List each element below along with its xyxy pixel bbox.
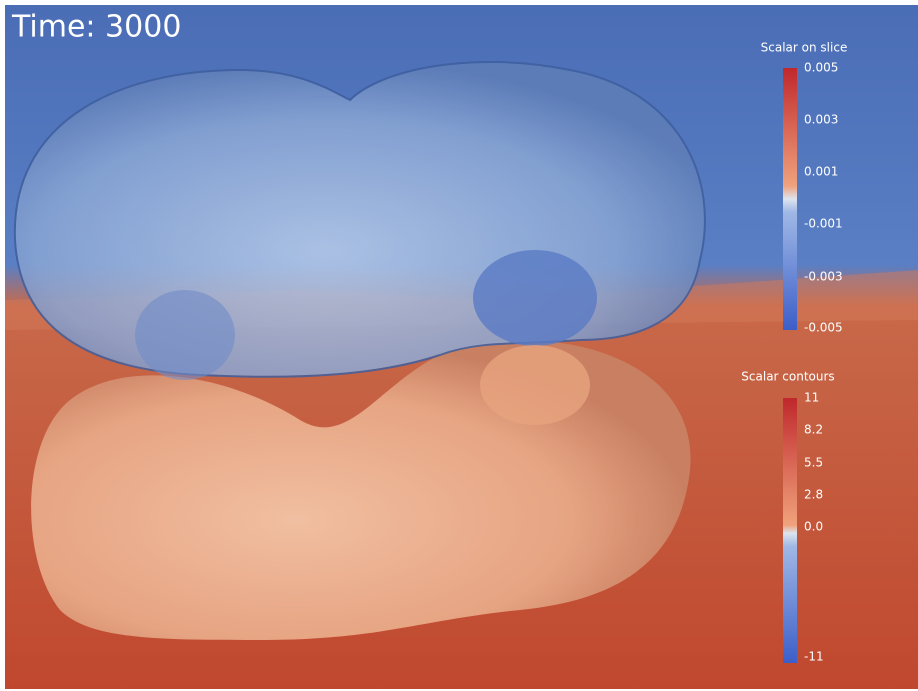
colorbar-tick: -11: [804, 650, 824, 664]
colorbar-tick: 8.2: [804, 423, 823, 437]
colorbar-tick: -0.001: [804, 217, 843, 231]
colorbar-tick: 0.0: [804, 520, 823, 534]
colorbar-tick: 0.005: [804, 61, 838, 75]
colorbar-tick: 5.5: [804, 456, 823, 470]
colorbar: [783, 398, 797, 663]
colorbar-title: Scalar on slice: [761, 41, 848, 55]
upper-surface: [13, 61, 706, 378]
upper-cup-left: [135, 290, 235, 380]
colorbar-tick: 11: [804, 391, 819, 405]
colorbar-tick: 0.003: [804, 113, 838, 127]
upper-cup-right: [473, 250, 597, 346]
lower-cup: [480, 345, 590, 425]
colorbar-title: Scalar contours: [741, 370, 834, 384]
colorbar: [783, 68, 797, 330]
colorbar-tick: 0.001: [804, 165, 838, 179]
colorbar-tick: -0.003: [804, 270, 843, 284]
colorbar-tick: -0.005: [804, 321, 843, 335]
colorbar-tick: 2.8: [804, 488, 823, 502]
time-label: Time: 3000: [11, 10, 181, 45]
